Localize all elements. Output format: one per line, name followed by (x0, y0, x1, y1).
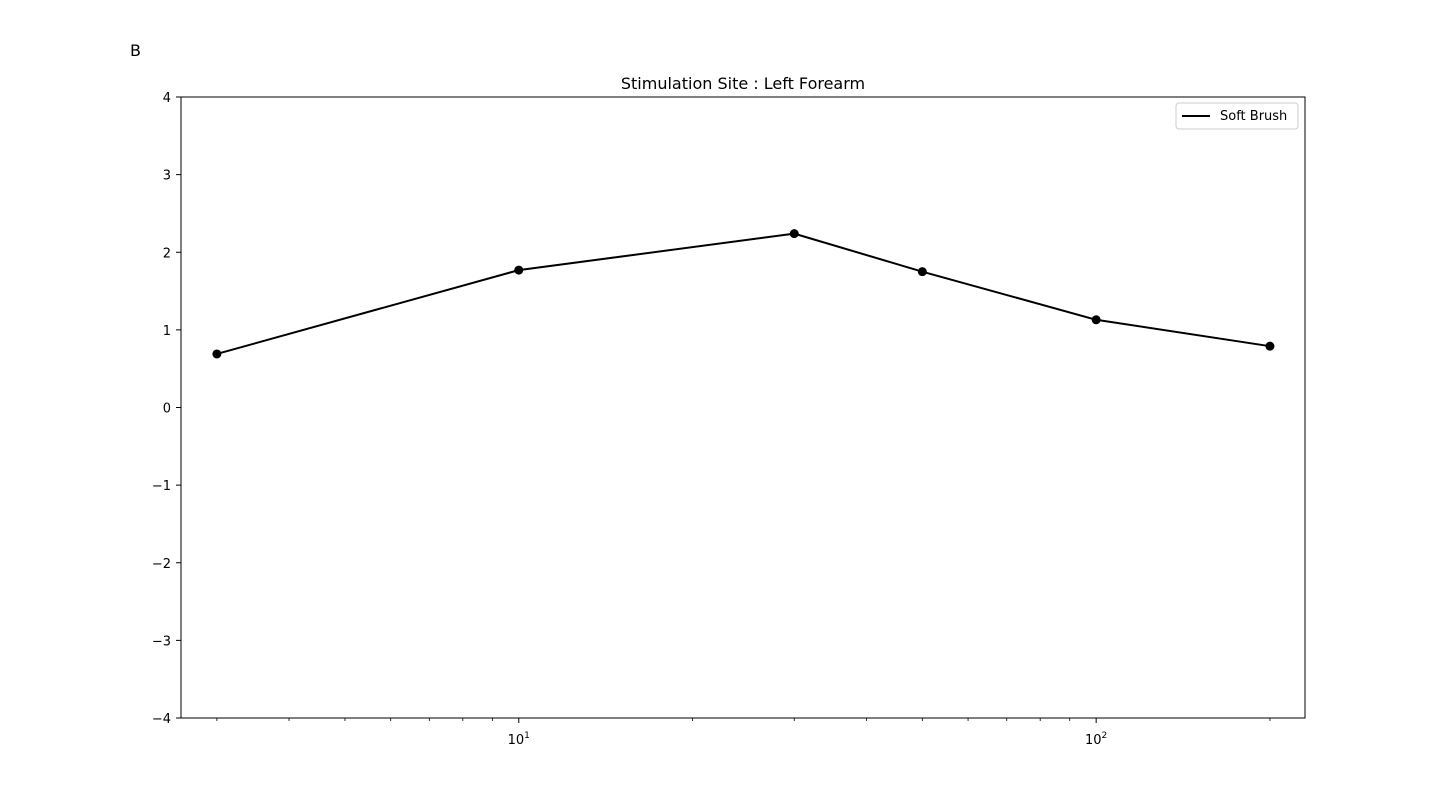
data-point (1091, 315, 1101, 325)
chart-title: Stimulation Site : Left Forearm (621, 74, 865, 93)
x-tick-label: 101 (508, 731, 530, 748)
data-point (917, 267, 927, 277)
panel-label: B (130, 41, 141, 60)
y-tick-label: 0 (163, 402, 171, 417)
data-point (1265, 341, 1275, 351)
y-tick-label: 2 (163, 246, 171, 261)
series-line-soft-brush (216, 232, 1271, 355)
y-tick-label: −4 (152, 712, 171, 727)
plot-frame (180, 96, 1306, 719)
data-point (514, 265, 524, 275)
series-layer (212, 229, 1275, 359)
legend-box (1175, 102, 1299, 130)
data-point (789, 229, 799, 239)
axis-ticks: 4 3 2 1 0 −1 −2 −3 −4 101 102 (152, 91, 1271, 748)
data-point (212, 349, 222, 359)
y-tick-label: 3 (163, 169, 171, 184)
y-tick-label: −3 (152, 634, 171, 649)
y-tick-label: −1 (152, 479, 171, 494)
y-tick-label: 4 (163, 91, 171, 106)
y-tick-label: 1 (163, 324, 171, 339)
legend-label-soft-brush: Soft Brush (1220, 109, 1287, 124)
x-tick-label: 102 (1085, 731, 1107, 748)
legend: Soft Brush (1175, 102, 1299, 130)
y-tick-label: −2 (152, 557, 171, 572)
